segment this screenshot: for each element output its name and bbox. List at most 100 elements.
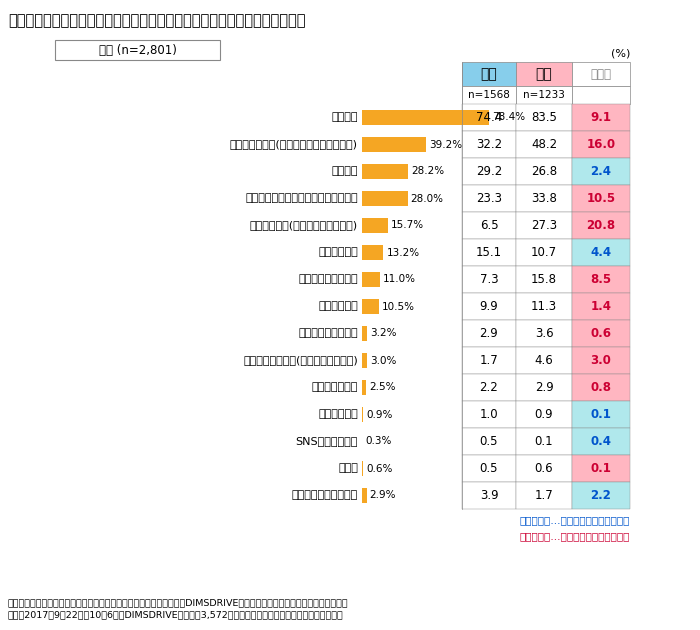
Text: 15.8: 15.8 xyxy=(531,273,557,286)
Text: 2.9: 2.9 xyxy=(535,381,554,394)
Text: 2.2: 2.2 xyxy=(591,489,611,502)
Text: 2.5%: 2.5% xyxy=(369,382,396,392)
Text: 74.4: 74.4 xyxy=(476,111,502,124)
Bar xyxy=(462,428,516,455)
Text: 32.2: 32.2 xyxy=(476,138,502,151)
Bar xyxy=(572,104,630,131)
Bar xyxy=(362,110,489,125)
Bar xyxy=(572,131,630,158)
Bar xyxy=(462,455,516,482)
Bar xyxy=(516,320,572,347)
Bar xyxy=(516,401,572,428)
Bar xyxy=(462,185,516,212)
Bar xyxy=(516,104,572,131)
Text: 調査機関：インターワイヤード株式会社が運営するネットリサーチ『DIMSDRIVE』実施のアンケート「ホットドリンク」。: 調査機関：インターワイヤード株式会社が運営するネットリサーチ『DIMSDRIVE… xyxy=(8,598,349,607)
Text: （季節、気温に関係なく）好きだから: （季節、気温に関係なく）好きだから xyxy=(246,193,358,203)
Text: 8.5: 8.5 xyxy=(590,273,612,286)
Text: 6.5: 6.5 xyxy=(480,219,498,232)
Text: スイーツと合うから: スイーツと合うから xyxy=(298,275,358,285)
Bar xyxy=(516,185,572,212)
Text: 1.4: 1.4 xyxy=(591,300,612,313)
Text: 15.7%: 15.7% xyxy=(391,220,424,231)
Bar xyxy=(572,320,630,347)
Text: 28.2%: 28.2% xyxy=(411,166,444,176)
Text: 2.2: 2.2 xyxy=(480,381,498,394)
Bar xyxy=(362,137,426,152)
Text: ホッとするから(気分を落ち着かせるため): ホッとするから(気分を落ち着かせるため) xyxy=(230,139,358,149)
Text: 3.0%: 3.0% xyxy=(370,355,396,365)
Bar xyxy=(462,293,516,320)
Bar xyxy=(572,86,630,104)
Text: 手持ち無沙汰だから: 手持ち無沙汰だから xyxy=(298,328,358,338)
Bar xyxy=(362,299,379,314)
Text: ダイエットのため(代謝をあげるため): ダイエットのため(代謝をあげるため) xyxy=(244,355,358,365)
Text: 2.9%: 2.9% xyxy=(370,491,396,500)
Bar xyxy=(462,62,516,86)
Text: 10.7: 10.7 xyxy=(531,246,557,259)
Text: (%): (%) xyxy=(610,49,630,59)
Text: 3.0: 3.0 xyxy=(591,354,611,367)
Text: 26.8: 26.8 xyxy=(531,165,557,178)
Text: n=1568: n=1568 xyxy=(468,90,510,100)
Bar xyxy=(462,239,516,266)
Text: 0.9%: 0.9% xyxy=(367,410,393,420)
Text: 全体 (n=2,801): 全体 (n=2,801) xyxy=(99,43,176,57)
Text: 3.9: 3.9 xyxy=(480,489,498,502)
Bar xyxy=(572,347,630,374)
Text: 表３　「秋・冬にホットドリンクを飲む理由は何ですか」　についての回答: 表３ 「秋・冬にホットドリンクを飲む理由は何ですか」 についての回答 xyxy=(8,13,305,28)
Text: 20.8: 20.8 xyxy=(587,219,615,232)
Text: 3.2%: 3.2% xyxy=(370,328,397,338)
Bar xyxy=(516,455,572,482)
Bar xyxy=(572,266,630,293)
Bar xyxy=(362,272,380,287)
Text: 男女差青字…男性のほうが数値が高い: 男女差青字…男性のほうが数値が高い xyxy=(519,515,630,525)
Bar xyxy=(572,428,630,455)
Bar xyxy=(462,320,516,347)
Text: 10.5%: 10.5% xyxy=(382,302,415,311)
Text: なんとなく・特にない: なんとなく・特にない xyxy=(292,491,358,500)
Bar xyxy=(572,185,630,212)
Text: 1.7: 1.7 xyxy=(535,489,554,502)
Text: 13.2%: 13.2% xyxy=(386,248,419,258)
Bar xyxy=(572,455,630,482)
Bar xyxy=(362,353,367,369)
Text: 4.4: 4.4 xyxy=(590,246,612,259)
Text: n=1233: n=1233 xyxy=(523,90,565,100)
Text: 0.9: 0.9 xyxy=(535,408,553,421)
Text: 0.5: 0.5 xyxy=(480,462,498,475)
Bar xyxy=(516,374,572,401)
Bar xyxy=(516,62,572,86)
Text: 0.3%: 0.3% xyxy=(365,437,392,447)
Bar xyxy=(572,158,630,185)
Bar xyxy=(572,374,630,401)
Text: 気分転換: 気分転換 xyxy=(332,166,358,176)
Bar xyxy=(572,212,630,239)
Text: 男女差赤字…女性のほうが数値が高い: 男女差赤字…女性のほうが数値が高い xyxy=(519,531,630,541)
Text: 男性: 男性 xyxy=(481,67,498,81)
Text: 29.2: 29.2 xyxy=(476,165,502,178)
Text: 7.3: 7.3 xyxy=(480,273,498,286)
Text: その他: その他 xyxy=(338,464,358,474)
Text: 眠気覚ましに: 眠気覚ましに xyxy=(318,248,358,258)
Text: 48.2: 48.2 xyxy=(531,138,557,151)
Bar xyxy=(516,293,572,320)
Text: 16.0: 16.0 xyxy=(587,138,615,151)
Text: 33.8: 33.8 xyxy=(531,192,557,205)
Text: 0.5: 0.5 xyxy=(480,435,498,448)
Bar xyxy=(516,428,572,455)
Bar xyxy=(516,131,572,158)
Text: 27.3: 27.3 xyxy=(531,219,557,232)
Bar xyxy=(572,239,630,266)
Text: 食事の締めで: 食事の締めで xyxy=(318,302,358,311)
Text: 9.1: 9.1 xyxy=(591,111,612,124)
Text: 0.4: 0.4 xyxy=(591,435,612,448)
Bar xyxy=(462,86,516,104)
Bar xyxy=(362,407,363,422)
Bar xyxy=(462,482,516,509)
Text: 新製品だから: 新製品だから xyxy=(318,410,358,420)
Bar xyxy=(572,62,630,86)
Text: 0.1: 0.1 xyxy=(591,462,611,475)
Bar xyxy=(516,212,572,239)
Bar xyxy=(362,326,368,341)
Text: 9.9: 9.9 xyxy=(480,300,498,313)
